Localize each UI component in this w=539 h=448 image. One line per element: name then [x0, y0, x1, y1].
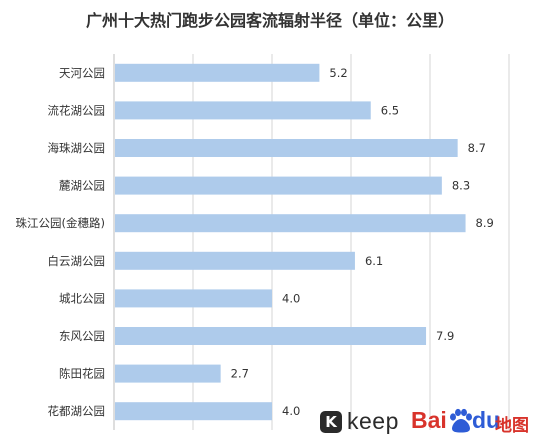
bar	[115, 176, 442, 195]
value-label: 6.5	[381, 103, 399, 117]
category-label: 白云湖公园	[48, 254, 106, 268]
category-label: 东风公园	[59, 329, 105, 343]
category-label: 珠江公园(金穗路)	[16, 216, 105, 230]
category-label: 天河公园	[59, 66, 105, 80]
baidu-du-text: du	[472, 407, 501, 433]
baidu-logo-text: Bai	[411, 407, 447, 433]
category-label: 流花湖公园	[48, 103, 106, 117]
chart-title: 广州十大热门跑步公园客流辐射半径（单位：公里）	[86, 11, 454, 30]
category-label: 海珠湖公园	[48, 141, 106, 155]
keep-logo-icon: K	[320, 411, 342, 433]
keep-logo-text: keep	[347, 408, 399, 434]
bar	[115, 327, 427, 345]
category-label: 麓湖公园	[59, 179, 105, 193]
bar	[115, 364, 221, 383]
value-label: 4.0	[282, 291, 300, 305]
category-label: 花都湖公园	[48, 404, 106, 418]
category-label: 城北公园	[59, 291, 105, 305]
bar	[115, 289, 272, 308]
value-label: 8.7	[468, 141, 486, 155]
bar	[115, 139, 458, 157]
baidu-map-text: 地图	[495, 416, 529, 436]
baidu-paw-icon	[450, 408, 472, 433]
bar	[115, 101, 371, 120]
value-label: 8.9	[476, 216, 494, 230]
bar	[115, 251, 355, 270]
value-labels: 5.2 6.5 8.7 8.3 8.9 6.1 4.0 7.9 2.7 4.0	[231, 66, 494, 418]
value-label: 4.0	[282, 404, 300, 418]
bar	[115, 63, 320, 82]
bar	[115, 402, 272, 421]
value-label: 5.2	[329, 66, 347, 80]
category-label: 陈田花园	[59, 367, 105, 381]
bars	[115, 63, 466, 421]
bar	[115, 214, 466, 233]
value-label: 2.7	[231, 367, 249, 381]
value-label: 7.9	[436, 329, 454, 343]
source-logos: K keep Bai du 地图	[320, 407, 535, 438]
value-label: 8.3	[452, 179, 470, 193]
value-label: 6.1	[365, 254, 383, 268]
